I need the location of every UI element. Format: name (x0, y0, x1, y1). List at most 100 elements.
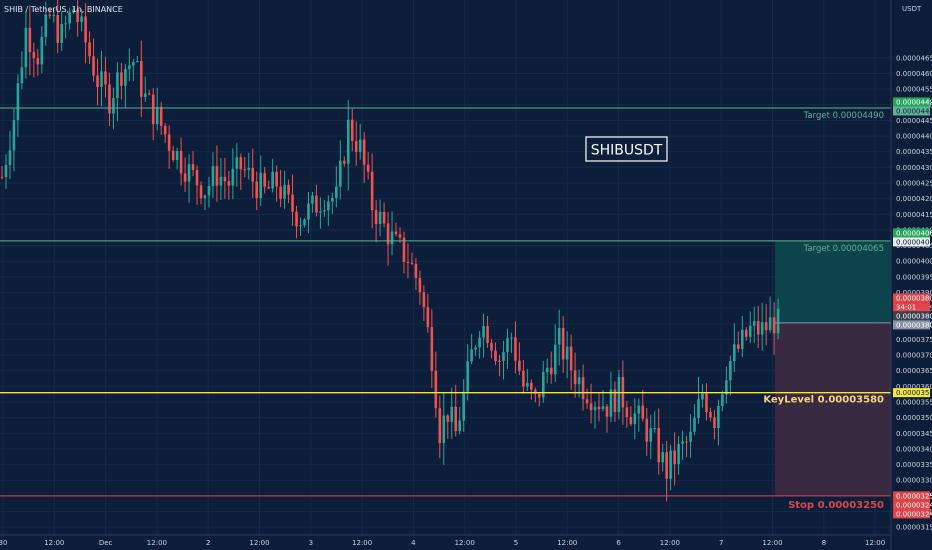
candle-body (573, 370, 577, 385)
candle (545, 358, 549, 384)
candle-body (287, 184, 290, 195)
candle-body (350, 119, 354, 142)
candle (589, 383, 593, 424)
candle (143, 76, 147, 102)
candle (673, 432, 676, 486)
candle-body (748, 325, 752, 337)
candle-body (315, 195, 318, 213)
candle-body (637, 405, 641, 414)
time-axis[interactable]: 30 12:00 Dec 12:00 2 12:00 3 12:00 4 12:00 5 12:00 6… (0, 539, 885, 547)
candle-body (203, 195, 207, 199)
tag-target-2b-bg (893, 237, 930, 247)
x-tick-label: 5 (514, 539, 518, 547)
candle-body (693, 418, 696, 432)
candle (530, 379, 533, 400)
candle-body (370, 171, 374, 211)
candle-body (585, 399, 589, 404)
candle-body (339, 160, 342, 187)
candle (247, 152, 251, 180)
candle-body (713, 417, 716, 429)
candle (744, 327, 748, 341)
candle (617, 369, 621, 420)
candle-body (331, 197, 334, 202)
x-tick-label: 12:00 (249, 539, 269, 547)
candle-body (772, 317, 776, 334)
candle (231, 148, 235, 200)
candle-body (311, 195, 314, 204)
candle (748, 311, 752, 343)
candle (223, 157, 227, 199)
candle-body (681, 441, 684, 444)
candle-body (195, 169, 199, 186)
candle (303, 217, 306, 228)
candle-body (96, 75, 99, 87)
candle (179, 137, 183, 186)
candle (534, 387, 537, 403)
candle-body (191, 164, 195, 170)
candle-body (609, 389, 613, 417)
candle-body (486, 325, 489, 343)
candle-body (307, 203, 310, 220)
candle (346, 99, 350, 191)
candle-body (629, 417, 633, 425)
candle-body (569, 346, 573, 371)
candle (522, 359, 525, 394)
candle-body (394, 231, 398, 235)
candle-body (733, 344, 736, 362)
candle-body (764, 322, 768, 331)
candle (538, 393, 541, 407)
candle-body (545, 367, 549, 373)
candle-body (390, 231, 394, 245)
candle (275, 165, 278, 202)
candle-body (88, 42, 91, 57)
candle (669, 444, 672, 491)
candle (100, 50, 103, 107)
candle-body (215, 166, 219, 186)
candle (772, 302, 776, 355)
candle (291, 174, 294, 226)
candle (251, 148, 255, 198)
candle-body (60, 23, 63, 43)
candle (693, 404, 696, 436)
candle-body (760, 322, 764, 335)
candle-body (116, 72, 119, 99)
candle-body (677, 443, 680, 465)
candle (466, 344, 469, 401)
candle (721, 390, 724, 412)
candle-body (410, 262, 414, 264)
y-axis-unit: USDT (902, 5, 922, 13)
candle (685, 435, 688, 458)
candle-body (458, 420, 461, 432)
candle (72, 7, 75, 14)
candle (327, 195, 330, 226)
candle-body (382, 211, 386, 224)
candle (697, 376, 700, 425)
candle (147, 90, 151, 96)
candle (430, 309, 434, 389)
candle (701, 384, 704, 408)
candle (494, 342, 497, 365)
candle-body (16, 83, 20, 121)
candle-body (645, 418, 649, 442)
candle-body (247, 167, 251, 170)
stop-line-label: Stop 0.00003250 (788, 500, 884, 511)
x-tick-label: 12:00 (762, 539, 782, 547)
x-tick-label: 2 (206, 539, 210, 547)
candle-body (362, 139, 366, 165)
candle-body (577, 377, 581, 385)
candle (40, 26, 44, 74)
candle-body (120, 72, 123, 86)
candles (0, 0, 780, 502)
candle (350, 108, 354, 152)
candle-body (44, 14, 48, 37)
candle-body (8, 150, 12, 165)
candle (219, 158, 223, 200)
